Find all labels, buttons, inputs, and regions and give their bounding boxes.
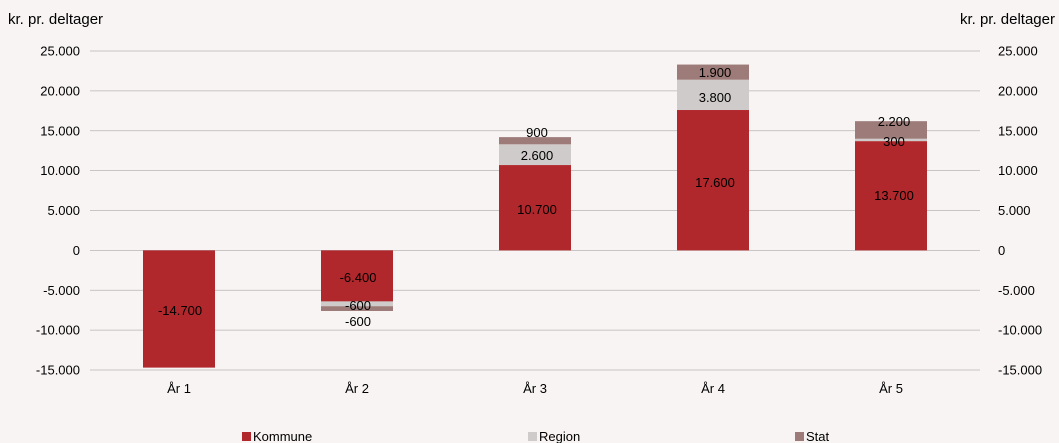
y-tick-label-left: -5.000 [43, 283, 80, 298]
data-label-region: 300 [883, 134, 905, 149]
y-tick-label-left: -15.000 [36, 363, 80, 378]
bar-stat [321, 306, 393, 311]
y-tick-label-left: 0 [73, 243, 80, 258]
bar-kommune [855, 141, 927, 251]
legend-label-region: Region [539, 429, 580, 443]
legend: Kommune Region Stat [242, 429, 830, 443]
legend-swatch-region [528, 432, 537, 441]
y-tick-label-right: 0 [998, 243, 1005, 258]
data-label-region: 2.600 [521, 148, 554, 163]
data-label-stat: -600 [345, 314, 371, 329]
data-label-kommune: 17.600 [695, 175, 735, 190]
y-tick-label-right: 10.000 [998, 163, 1038, 178]
bar-stat [855, 121, 927, 139]
legend-label-stat: Stat [806, 429, 830, 443]
bar-region [499, 144, 571, 166]
legend-label-kommune: Kommune [253, 429, 312, 443]
y-tick-label-right: 25.000 [998, 44, 1038, 59]
data-label-kommune: -6.400 [340, 270, 377, 285]
y-tick-label-right: -5.000 [998, 283, 1035, 298]
y-tick-label-right: -10.000 [998, 323, 1042, 338]
y-tick-label-left: -10.000 [36, 323, 80, 338]
bars [143, 64, 927, 368]
x-category-label: År 4 [701, 381, 725, 396]
bar-region [855, 138, 927, 142]
bar-region [677, 79, 749, 111]
data-label-stat: 2.200 [878, 114, 911, 129]
bar-kommune [677, 110, 749, 251]
bar-kommune [143, 250, 215, 368]
axis-ticks: 25.000 25.000 20.000 20.000 15.000 15.000 10.0… [36, 44, 1042, 397]
x-category-label: År 5 [879, 381, 903, 396]
y-tick-label-left: 10.000 [40, 163, 80, 178]
y-tick-label-left: 25.000 [40, 44, 80, 59]
y-tick-label-left: 15.000 [40, 123, 80, 138]
data-label-kommune: 13.700 [874, 188, 914, 203]
data-label-region: -600 [345, 298, 371, 313]
data-label-kommune: -14.700 [158, 303, 202, 318]
bar-stat [677, 64, 749, 80]
y-axis-label-right: kr. pr. deltager [960, 11, 1055, 28]
y-tick-label-left: 20.000 [40, 83, 80, 98]
legend-swatch-stat [795, 432, 804, 441]
bar-stat [499, 137, 571, 145]
bar-kommune [499, 165, 571, 251]
y-tick-label-right: -15.000 [998, 363, 1042, 378]
data-label-region: 3.800 [699, 90, 732, 105]
bar-region [321, 301, 393, 307]
x-category-label: År 1 [167, 381, 191, 396]
data-label-kommune: 10.700 [517, 202, 557, 217]
y-tick-label-left: 5.000 [47, 203, 80, 218]
legend-swatch-kommune [242, 432, 251, 441]
y-tick-label-right: 15.000 [998, 123, 1038, 138]
data-label-stat: 1.900 [699, 65, 732, 80]
data-label-stat: 900 [526, 125, 548, 140]
y-axis-label-left: kr. pr. deltager [8, 11, 103, 28]
x-category-label: År 2 [345, 381, 369, 396]
y-tick-label-right: 20.000 [998, 83, 1038, 98]
y-tick-label-right: 5.000 [998, 203, 1031, 218]
x-category-label: År 3 [523, 381, 547, 396]
bar-kommune [321, 250, 393, 302]
data-labels: -14.700 -6.400 10.700 17.600 13.700 -600 2.600… [158, 65, 914, 329]
